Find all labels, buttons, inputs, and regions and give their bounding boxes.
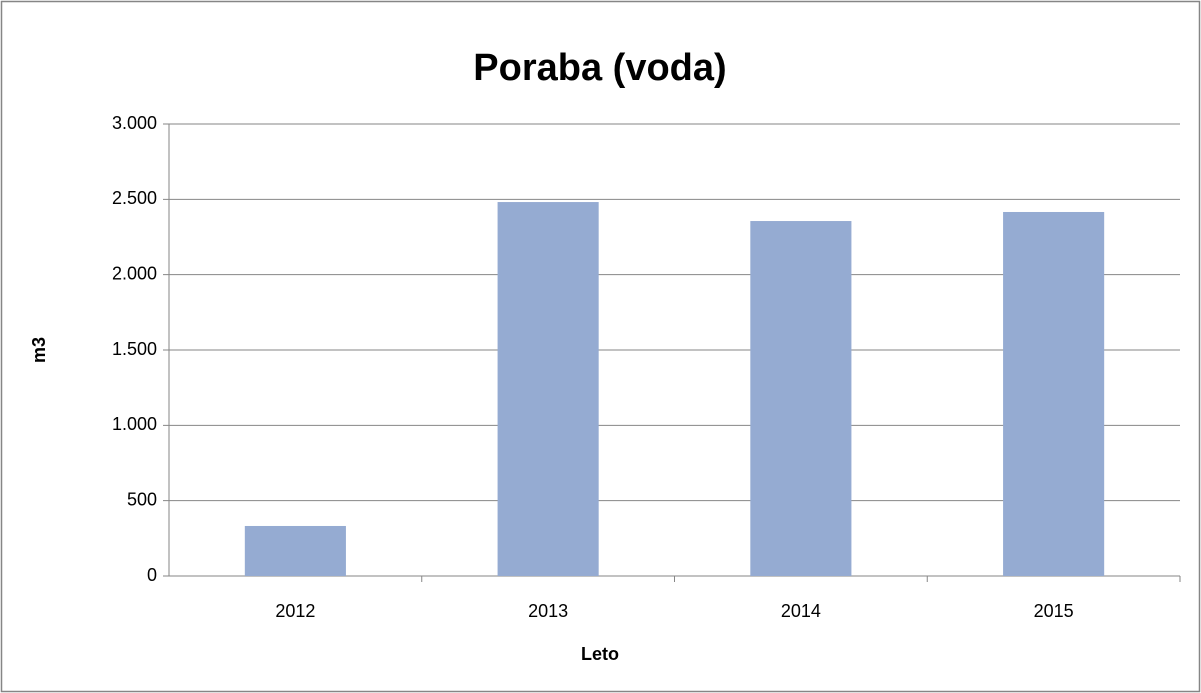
x-tick-label: 2013 (528, 601, 568, 621)
x-tick-label: 2012 (275, 601, 315, 621)
bar (750, 221, 852, 576)
bar (1003, 211, 1105, 577)
bar (497, 202, 599, 576)
chart-title: Poraba (voda) (473, 47, 726, 89)
y-tick-label: 0 (147, 565, 157, 585)
x-axis-label: Leto (581, 644, 619, 664)
y-tick-label: 2.000 (112, 263, 157, 283)
y-axis-label: m3 (29, 337, 49, 363)
bar (244, 525, 346, 576)
x-tick-label: 2015 (1034, 601, 1074, 621)
y-tick-label: 2.500 (112, 188, 157, 208)
y-tick-label: 3.000 (112, 113, 157, 133)
y-tick-label: 1.000 (112, 414, 157, 434)
x-tick-label: 2014 (781, 601, 821, 621)
y-tick-label: 1.500 (112, 339, 157, 359)
y-tick-label: 500 (127, 489, 157, 509)
